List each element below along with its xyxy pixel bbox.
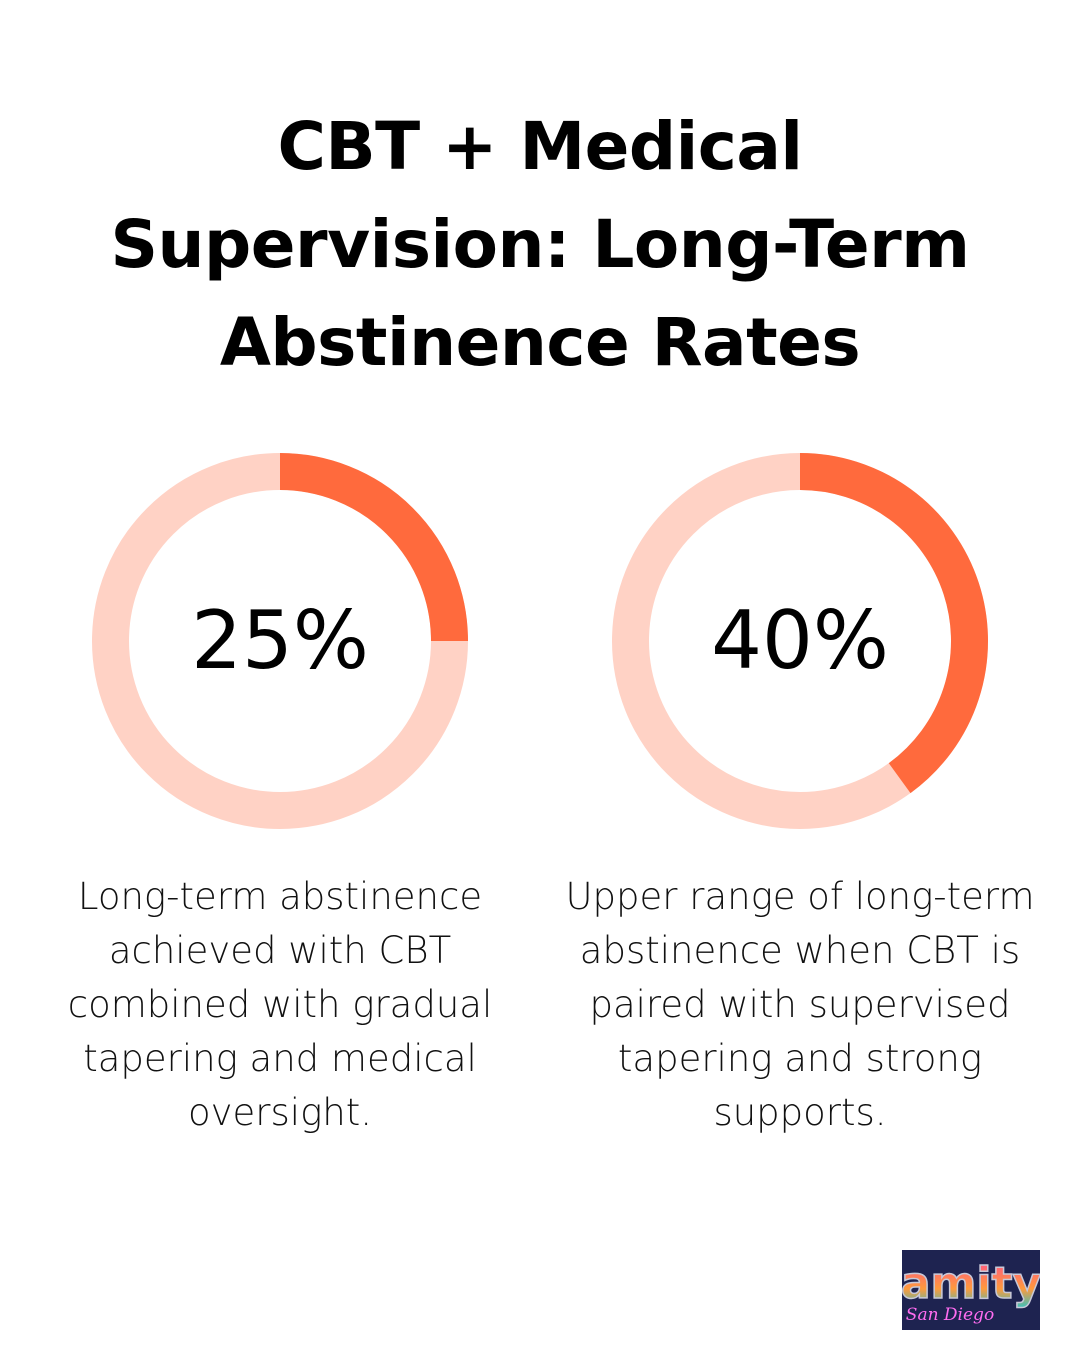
svg-text:amity: amity xyxy=(902,1258,1040,1309)
description-left: Long-term abstinence achieved with CBT c… xyxy=(67,875,493,1134)
donut-chart-40: 40% xyxy=(610,450,990,830)
percent-label: 40% xyxy=(711,593,889,687)
description-right: Upper range of long-term abstinence when… xyxy=(565,875,1035,1134)
page-title: CBT + Medical Supervision: Long-Term Abs… xyxy=(110,108,971,381)
donut-value-arc xyxy=(279,453,468,642)
amity-san-diego-logo: amity San Diego xyxy=(900,1250,1042,1330)
svg-text:San Diego: San Diego xyxy=(906,1305,994,1325)
donut-chart-25: 25% xyxy=(90,450,470,830)
percent-label: 25% xyxy=(191,593,369,687)
donut-value-arc xyxy=(799,453,988,794)
